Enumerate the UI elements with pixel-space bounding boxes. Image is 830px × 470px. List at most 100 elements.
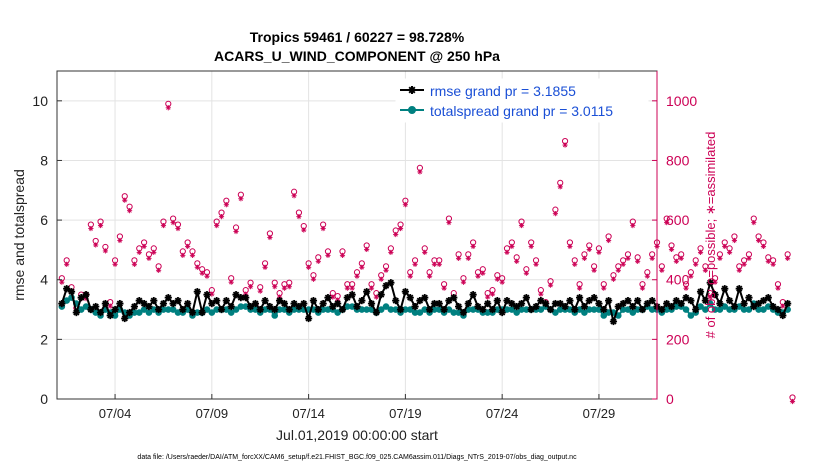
rmse-point: [464, 299, 472, 308]
right-tick-label: 0: [666, 391, 674, 407]
rmse-point: [508, 299, 516, 308]
rmse-point-stroke: [465, 300, 472, 307]
rmse-point: [600, 305, 608, 314]
rmse-point: [353, 302, 361, 311]
rmse-point-stroke: [232, 291, 240, 298]
rmse-point-stroke: [619, 300, 627, 307]
right-tick-label: 1000: [666, 93, 697, 109]
obs-assimilated-point: [683, 285, 689, 291]
obs-assimilated-point: [156, 267, 162, 273]
x-axis-label: Jul.01,2019 00:00:00 start: [276, 427, 438, 443]
obs-assimilated-point: [344, 285, 350, 291]
obs-assimilated-point: [557, 184, 563, 190]
rmse-point: [208, 299, 216, 308]
rmse-point-stroke: [184, 300, 191, 307]
rmse-point: [285, 305, 293, 314]
rmse-point-stroke: [131, 303, 138, 310]
rmse-point-stroke: [779, 312, 786, 319]
rmse-point: [271, 305, 279, 314]
obs-assimilated-point-stroke: [640, 286, 645, 291]
obs-assimilated-point: [378, 276, 384, 282]
obs-assimilated-point-stroke: [514, 259, 519, 264]
obs-assimilated-point: [102, 248, 108, 254]
obs-assimilated-point-stroke: [108, 303, 113, 309]
rmse-point-stroke: [445, 297, 453, 304]
obs-assimilated-point-stroke: [524, 271, 529, 276]
rmse-point-stroke: [431, 300, 438, 307]
obs-assimilated-point: [402, 202, 408, 208]
rmse-point-stroke: [271, 306, 278, 313]
obs-assimilated-point: [494, 276, 500, 282]
rmse-point: [135, 297, 143, 305]
rmse-point-stroke: [552, 300, 559, 307]
obs-assimilated-point: [499, 279, 505, 285]
obs-assimilated-point: [775, 285, 781, 291]
rmse-point-stroke: [716, 300, 724, 307]
rmse-point: [155, 305, 163, 314]
totalspread-point: [208, 309, 216, 316]
obs-assimilated-point-stroke: [708, 294, 713, 300]
rmse-point-stroke: [774, 306, 782, 313]
rmse-point-stroke: [707, 279, 714, 286]
obs-assimilated-point-stroke: [785, 256, 790, 261]
rmse-point: [672, 297, 680, 305]
totalspread-point: [416, 309, 424, 316]
rmse-point-stroke: [479, 306, 486, 313]
rmse-point-stroke: [484, 300, 491, 307]
rmse-point: [343, 294, 351, 302]
rmse-point: [159, 299, 168, 308]
rmse-point: [648, 297, 656, 305]
rmse-point-stroke: [290, 300, 298, 307]
obs-assimilated-point-stroke: [582, 256, 587, 261]
rmse-point: [701, 297, 709, 305]
obs-assimilated-point-stroke: [204, 274, 210, 279]
obs-assimilated-point-stroke: [59, 280, 64, 285]
rmse-point: [692, 305, 700, 314]
obs-assimilated-point: [315, 258, 321, 264]
rmse-point-stroke: [329, 303, 336, 310]
rmse-point: [164, 294, 172, 302]
obs-assimilated-point: [741, 261, 747, 267]
rmse-point-stroke: [334, 300, 341, 307]
rmse-point-stroke: [416, 297, 424, 304]
obs-assimilated-point-stroke: [93, 242, 98, 248]
rmse-point: [459, 308, 468, 317]
rmse-point-stroke: [373, 309, 380, 316]
rmse-point-stroke: [711, 291, 719, 298]
obs-assimilated-point-stroke: [103, 248, 108, 254]
obs-assimilated-point-stroke: [166, 105, 171, 110]
obs-assimilated-point-stroke: [412, 262, 418, 267]
x-tick-label: 07/24: [486, 406, 519, 421]
obs-assimilated-point: [185, 243, 191, 250]
obs-assimilated-point: [760, 243, 767, 250]
rmse-point: [111, 305, 119, 314]
rmse-point: [411, 302, 419, 311]
obs-assimilated-point: [615, 267, 621, 273]
rmse-point: [735, 285, 743, 293]
obs-assimilated-point: [436, 261, 442, 267]
rmse-point: [198, 308, 206, 317]
rmse-point-stroke: [213, 297, 220, 304]
obs-assimilated-point: [262, 264, 268, 270]
obs-assimilated-point-stroke: [291, 193, 297, 198]
chart-title-line2: ACARS_U_WIND_COMPONENT @ 250 hPa: [214, 48, 500, 64]
rmse-point: [256, 305, 264, 314]
rmse-point-stroke: [494, 297, 501, 304]
obs-assimilated-point-stroke: [156, 268, 161, 273]
obs-assimilated-point-stroke: [645, 274, 650, 279]
rmse-series: [58, 279, 792, 326]
rmse-point-stroke: [378, 291, 385, 298]
rmse-point: [184, 299, 192, 308]
totalspread-point: [382, 303, 390, 310]
rmse-point: [537, 297, 545, 305]
rmse-point: [590, 294, 598, 302]
rmse-point: [498, 308, 506, 317]
rmse-point: [295, 302, 303, 311]
rmse-point: [784, 299, 792, 308]
rmse-point: [556, 299, 564, 308]
obs-assimilated-point: [431, 261, 438, 267]
obs-assimilated-point: [460, 279, 467, 285]
obs-assimilated-point: [586, 246, 592, 253]
obs-assimilated-point: [736, 267, 742, 273]
obs-assimilated-point: [770, 261, 776, 267]
